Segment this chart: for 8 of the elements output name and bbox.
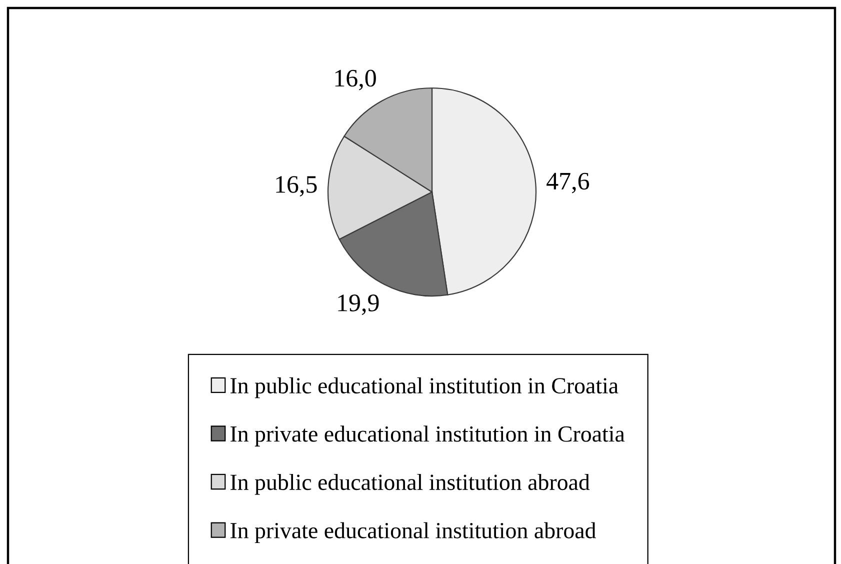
legend-label: In public educational institution abroad [230, 474, 590, 495]
legend-label: In private educational institution in Croatia [230, 426, 625, 446]
data-label: 19,9 [338, 294, 379, 315]
data-label: 16,0 [335, 70, 376, 90]
data-label: 47,6 [546, 172, 590, 194]
legend-label: In public educational institution in Croatia [230, 377, 618, 398]
legend-label: In private educational institution abroad [230, 522, 596, 544]
data-label: 16,5 [276, 176, 317, 196]
